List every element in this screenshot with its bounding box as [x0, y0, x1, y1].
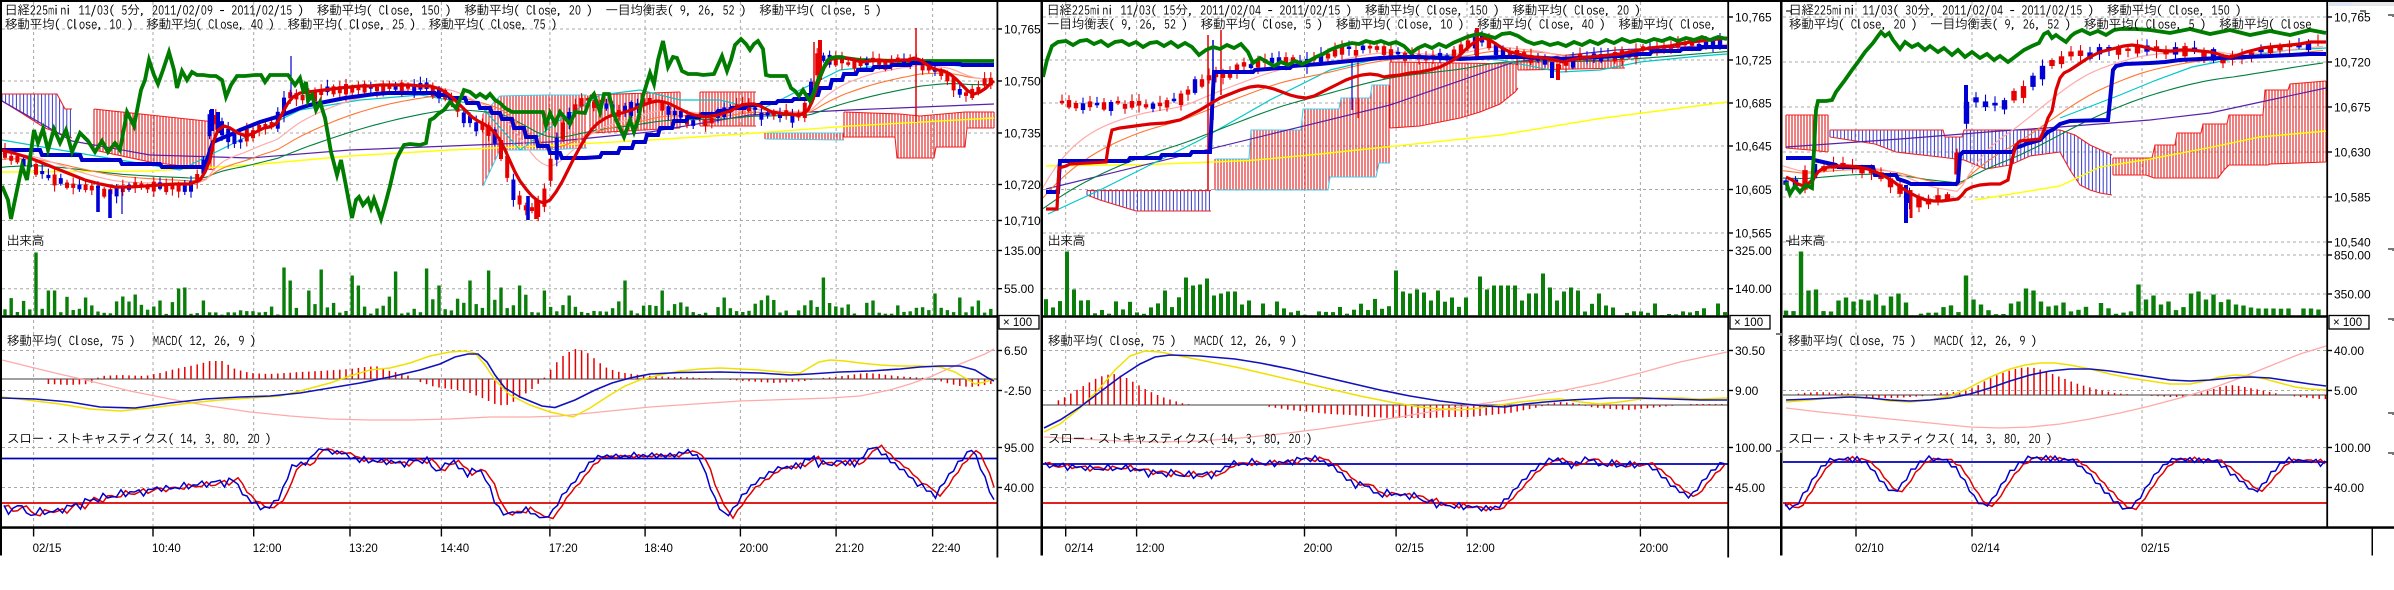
svg-text:10,735: 10,735	[1004, 127, 1041, 141]
svg-text:30.50: 30.50	[1735, 344, 1765, 358]
svg-text:13:20: 13:20	[349, 543, 378, 555]
svg-text:6.50: 6.50	[1004, 344, 1028, 358]
svg-text:02/10: 02/10	[1855, 543, 1884, 555]
svg-text:-2.50: -2.50	[1004, 384, 1032, 398]
svg-text:850.00: 850.00	[2334, 249, 2371, 263]
svg-text:17:20: 17:20	[549, 543, 578, 555]
svg-text:10,765: 10,765	[2334, 11, 2371, 25]
svg-text:325.00: 325.00	[1735, 244, 1772, 258]
svg-text:95.00: 95.00	[1004, 441, 1034, 455]
svg-text:12:00: 12:00	[1136, 543, 1165, 555]
svg-text:10,710: 10,710	[1004, 214, 1041, 228]
svg-text:10,685: 10,685	[1735, 97, 1772, 111]
svg-text:10,565: 10,565	[1735, 227, 1772, 241]
svg-text:40.00: 40.00	[2334, 481, 2364, 495]
svg-text:20:00: 20:00	[739, 543, 768, 555]
svg-text:55.00: 55.00	[1004, 282, 1034, 296]
svg-text:40.00: 40.00	[1004, 481, 1034, 495]
svg-text:10,630: 10,630	[2334, 146, 2371, 160]
svg-text:140.00: 140.00	[1735, 282, 1772, 296]
svg-text:× 100: × 100	[2333, 317, 2362, 329]
svg-text:× 100: × 100	[1003, 317, 1032, 329]
svg-text:12:00: 12:00	[253, 543, 282, 555]
svg-text:10,540: 10,540	[2334, 236, 2371, 250]
svg-text:20:00: 20:00	[1639, 543, 1668, 555]
svg-text:350.00: 350.00	[2334, 288, 2371, 302]
svg-text:10,725: 10,725	[1735, 54, 1772, 68]
svg-text:10:40: 10:40	[152, 543, 181, 555]
svg-text:10,675: 10,675	[2334, 101, 2371, 115]
svg-text:14:40: 14:40	[440, 543, 469, 555]
svg-text:10,720: 10,720	[2334, 56, 2371, 70]
svg-text:100.00: 100.00	[1735, 441, 1772, 455]
svg-text:02/15: 02/15	[33, 543, 62, 555]
svg-text:5.00: 5.00	[2334, 384, 2358, 398]
svg-text:40.00: 40.00	[2334, 344, 2364, 358]
svg-text:10,765: 10,765	[1735, 11, 1772, 25]
svg-text:02/14: 02/14	[1971, 543, 2000, 555]
svg-text:20:00: 20:00	[1304, 543, 1333, 555]
svg-text:10,605: 10,605	[1735, 183, 1772, 197]
svg-text:02/14: 02/14	[1065, 543, 1094, 555]
svg-text:× 100: × 100	[1734, 317, 1763, 329]
svg-text:12:00: 12:00	[1466, 543, 1495, 555]
svg-text:45.00: 45.00	[1735, 481, 1765, 495]
svg-text:02/15: 02/15	[1395, 543, 1424, 555]
svg-text:9.00: 9.00	[1735, 384, 1759, 398]
svg-text:21:20: 21:20	[835, 543, 864, 555]
svg-text:02/15: 02/15	[2141, 543, 2170, 555]
svg-text:10,645: 10,645	[1735, 140, 1772, 154]
svg-text:10,750: 10,750	[1004, 75, 1041, 89]
svg-text:10,765: 10,765	[1004, 23, 1041, 37]
svg-text:100.00: 100.00	[2334, 441, 2371, 455]
svg-text:18:40: 18:40	[644, 543, 673, 555]
svg-text:10,720: 10,720	[1004, 178, 1041, 192]
svg-text:10,585: 10,585	[2334, 191, 2371, 205]
svg-text:22:40: 22:40	[932, 543, 961, 555]
svg-text:135.00: 135.00	[1004, 244, 1041, 258]
